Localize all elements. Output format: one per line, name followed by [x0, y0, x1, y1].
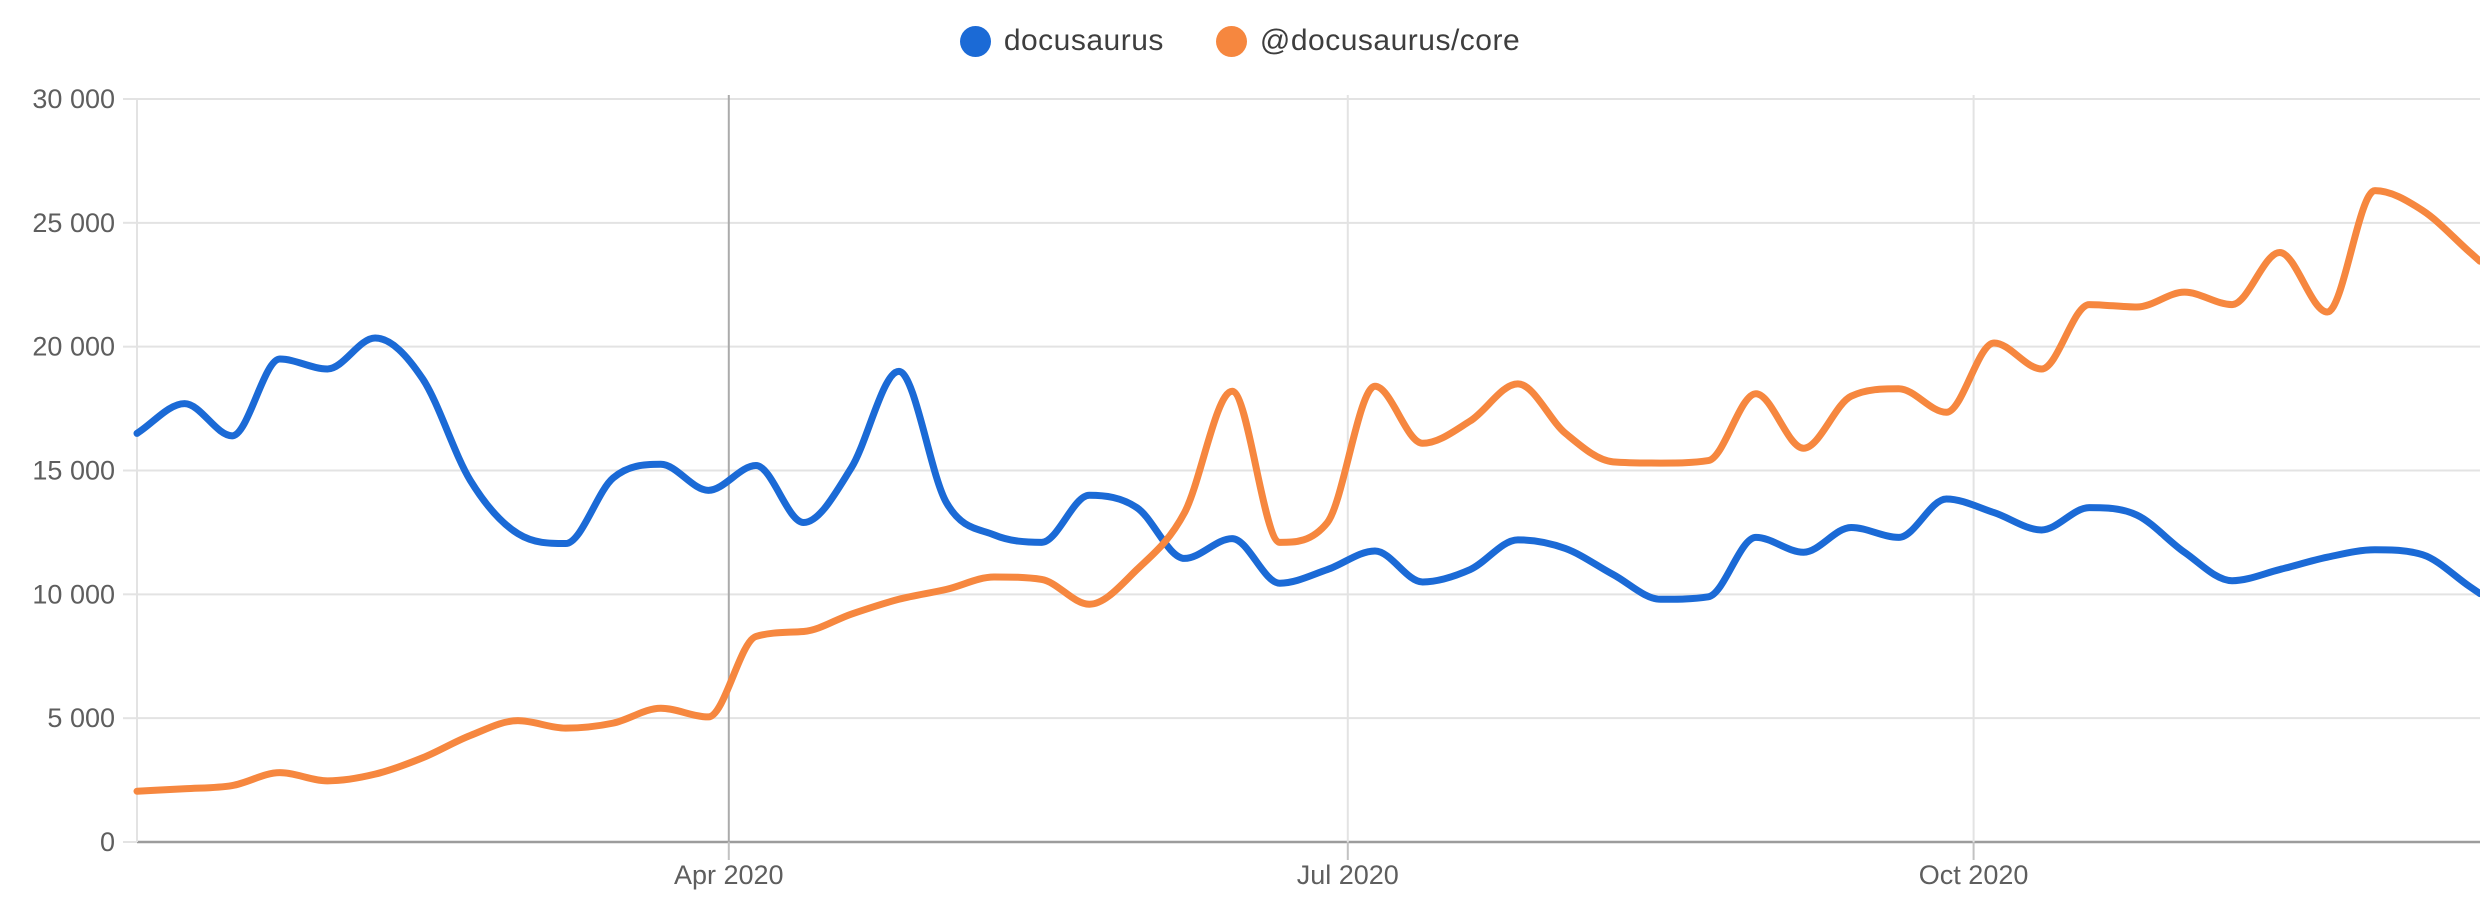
series-line-docusaurus[interactable] — [133, 334, 2480, 603]
legend-item-docusaurus-core[interactable]: @docusaurus/core — [1215, 24, 1521, 58]
series-line-docusaurus-core[interactable] — [133, 187, 2480, 795]
x-axis-label: Jul 2020 — [1297, 860, 1399, 890]
chart-legend: docusaurus @docusaurus/core — [0, 24, 2480, 58]
legend-dot-docusaurus-core-icon — [1215, 25, 1247, 57]
legend-label: docusaurus — [1003, 24, 1164, 57]
legend-dot-docusaurus-icon — [959, 25, 991, 57]
y-axis-label: 25 000 — [32, 208, 115, 238]
x-axis-label: Oct 2020 — [1919, 860, 2029, 890]
y-axis-label: 15 000 — [32, 456, 115, 486]
y-axis-label: 10 000 — [32, 579, 115, 609]
legend-label: @docusaurus/core — [1259, 24, 1521, 57]
x-axis-label: Apr 2020 — [674, 860, 784, 890]
y-axis-label: 20 000 — [32, 332, 115, 362]
y-axis-label: 5 000 — [47, 703, 115, 733]
y-axis-label: 30 000 — [32, 84, 115, 114]
y-axis-label: 0 — [100, 827, 115, 857]
legend-item-docusaurus[interactable]: docusaurus — [959, 24, 1164, 58]
